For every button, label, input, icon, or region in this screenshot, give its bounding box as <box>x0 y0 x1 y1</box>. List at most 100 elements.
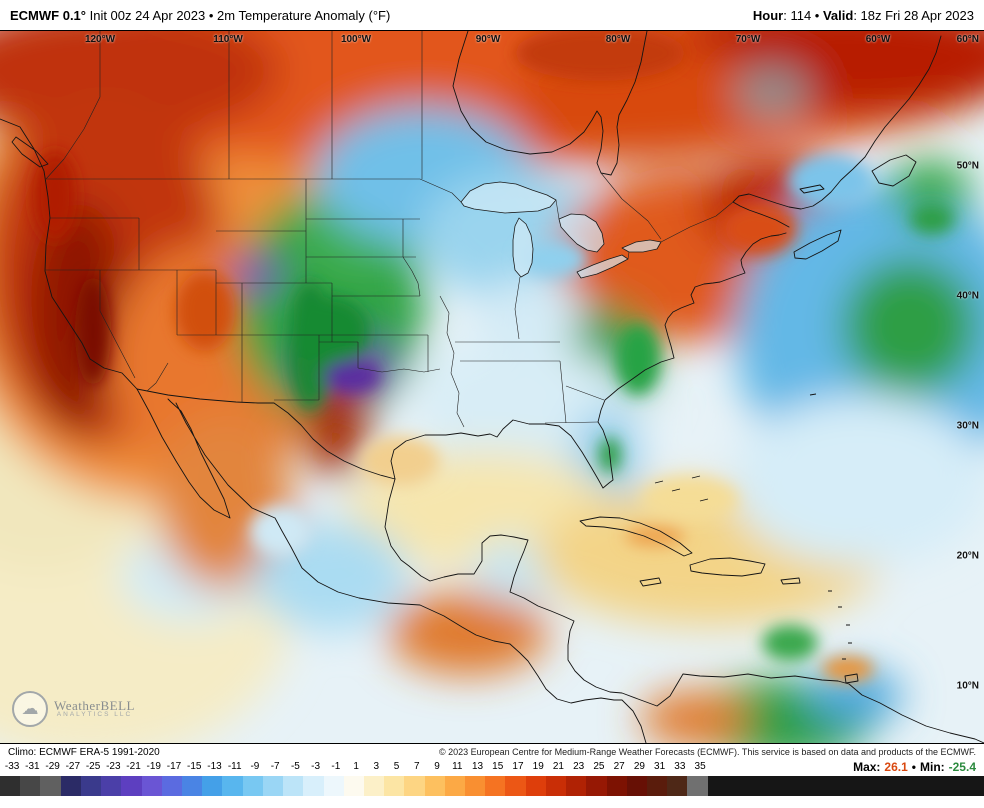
lon-label: 100°W <box>340 34 372 45</box>
colorbar-tick-label: 7 <box>414 761 420 772</box>
lon-label: 120°W <box>84 34 116 45</box>
colorbar-cell <box>647 776 668 796</box>
colorbar-cell <box>20 776 41 796</box>
colorbar <box>0 776 984 796</box>
colorbar-tick-label: -11 <box>227 761 242 772</box>
watermark-title: WeatherBELL <box>54 697 135 713</box>
lat-label: 10°N <box>956 680 979 692</box>
hour-label: Hour <box>752 7 784 23</box>
colorbar-scale-row: -33 -31 -29 -27 -25 -23 -21 -19 -17 -15 -13 -11 -9 -7… <box>0 760 984 776</box>
colorbar-cell <box>343 776 364 796</box>
colorbar-tick-label: -7 <box>270 761 280 772</box>
colorbar-cell <box>202 776 223 796</box>
colorbar-cell <box>323 776 344 796</box>
colorbar-tick-label: 25 <box>593 761 605 772</box>
init-info: Init 00z 24 Apr 2023 • 2m Temperature An… <box>85 7 391 23</box>
colorbar-cell <box>687 776 708 796</box>
colorbar-cell <box>525 776 546 796</box>
colorbar-cell <box>283 776 304 796</box>
colorbar-tick-label: 9 <box>434 761 440 772</box>
colorbar-tick-label: 15 <box>492 761 504 772</box>
title-left: ECMWF 0.1° Init 00z 24 Apr 2023 • 2m Tem… <box>10 8 390 23</box>
colorbar-tick-label: 35 <box>694 761 706 772</box>
lon-label: 60°W <box>865 34 891 45</box>
lat-label: 60°N <box>956 34 979 45</box>
colorbar-tick-label: 29 <box>633 761 645 772</box>
valid-value: : 18z Fri 28 Apr 2023 <box>853 7 974 23</box>
lon-label: 110°W <box>213 34 243 45</box>
coastlines <box>0 31 984 743</box>
lat-label: 20°N <box>956 550 979 562</box>
colorbar-tick-label: 3 <box>373 761 380 772</box>
colorbar-tick-label: -27 <box>65 761 81 772</box>
climo-note: Climo: ECMWF ERA-5 1991-2020 <box>8 746 160 758</box>
colorbar-tick-label: -33 <box>4 761 20 772</box>
colorbar-cell <box>566 776 587 796</box>
colorbar-tick-label: 33 <box>674 761 686 772</box>
colorbar-cell <box>161 776 182 796</box>
max-min-readout: Max: 26.1 • Min: -25.4 <box>853 760 976 774</box>
lon-label: 90°W <box>475 34 501 45</box>
max-value: 26.1 <box>884 760 908 774</box>
colorbar-cell <box>505 776 526 796</box>
colorbar-cell <box>465 776 486 796</box>
anomaly-map-svg <box>0 31 984 743</box>
colorbar-cell <box>626 776 647 796</box>
colorbar-tick-label: -23 <box>106 761 121 772</box>
colorbar-cell <box>60 776 81 796</box>
anomaly-field-fine <box>33 31 954 682</box>
hour-value: : 114 • <box>783 7 823 23</box>
separator-dot: • <box>911 760 916 774</box>
header: ECMWF 0.1° Init 00z 24 Apr 2023 • 2m Tem… <box>0 0 984 30</box>
colorbar-cell <box>80 776 102 796</box>
colorbar-tick-label: -13 <box>207 761 222 772</box>
colorbar-tick-label: -15 <box>187 761 202 772</box>
colorbar-tick-label: 19 <box>532 761 544 772</box>
copyright-note: © 2023 European Centre for Medium-Range … <box>438 747 976 757</box>
watermark-logo: ☁ WeatherBELL Analytics LLC <box>12 691 135 727</box>
colorbar-tick-label: 23 <box>573 761 585 772</box>
colorbar-tick-label: -17 <box>166 761 182 772</box>
colorbar-cell <box>363 776 385 796</box>
colorbar-tick-label: 21 <box>552 761 564 772</box>
colorbar-tick-label: -9 <box>250 761 260 772</box>
great-lakes <box>460 181 662 279</box>
colorbar-tick-label: 1 <box>353 761 359 772</box>
colorbar-tick-label: 13 <box>471 761 484 772</box>
colorbar-tick-label: -25 <box>85 761 101 772</box>
colorbar-tick-label: 31 <box>654 761 666 772</box>
title-right: Hour: 114 • Valid: 18z Fri 28 Apr 2023 <box>753 8 974 23</box>
model-name: ECMWF 0.1° <box>10 7 86 23</box>
colorbar-tick-label: 5 <box>393 761 400 772</box>
colorbar-cell <box>606 776 627 796</box>
colorbar-cell <box>101 776 122 796</box>
colorbar-cell <box>181 776 203 796</box>
lat-label: 50°N <box>956 160 979 172</box>
colorbar-cell <box>0 776 21 796</box>
lat-label: 40°N <box>956 290 979 302</box>
anomaly-field-coarse <box>0 31 984 743</box>
lat-label: 30°N <box>956 420 979 432</box>
footer: Climo: ECMWF ERA-5 1991-2020 © 2023 Euro… <box>0 744 984 760</box>
colorbar-cell <box>444 776 466 796</box>
colorbar-cell <box>545 776 567 796</box>
colorbar-cell <box>40 776 61 796</box>
colorbar-cell <box>262 776 284 796</box>
colorbar-cell <box>121 776 142 796</box>
colorbar-cell <box>485 776 506 796</box>
colorbar-cell <box>384 776 405 796</box>
colorbar-cell <box>667 776 688 796</box>
min-value: -25.4 <box>948 760 976 774</box>
colorbar-cell <box>303 776 324 796</box>
colorbar-cell <box>242 776 263 796</box>
colorbar-tick-label: 17 <box>512 761 524 772</box>
colorbar-cell <box>586 776 607 796</box>
colorbar-tick-label: -29 <box>45 761 60 772</box>
valid-label: Valid <box>822 7 854 23</box>
cloud-icon: ☁ <box>12 691 48 727</box>
colorbar-tick-label: -19 <box>146 761 161 772</box>
max-label: Max: <box>853 760 881 774</box>
state-borders <box>45 31 734 428</box>
colorbar-cell <box>424 776 445 796</box>
